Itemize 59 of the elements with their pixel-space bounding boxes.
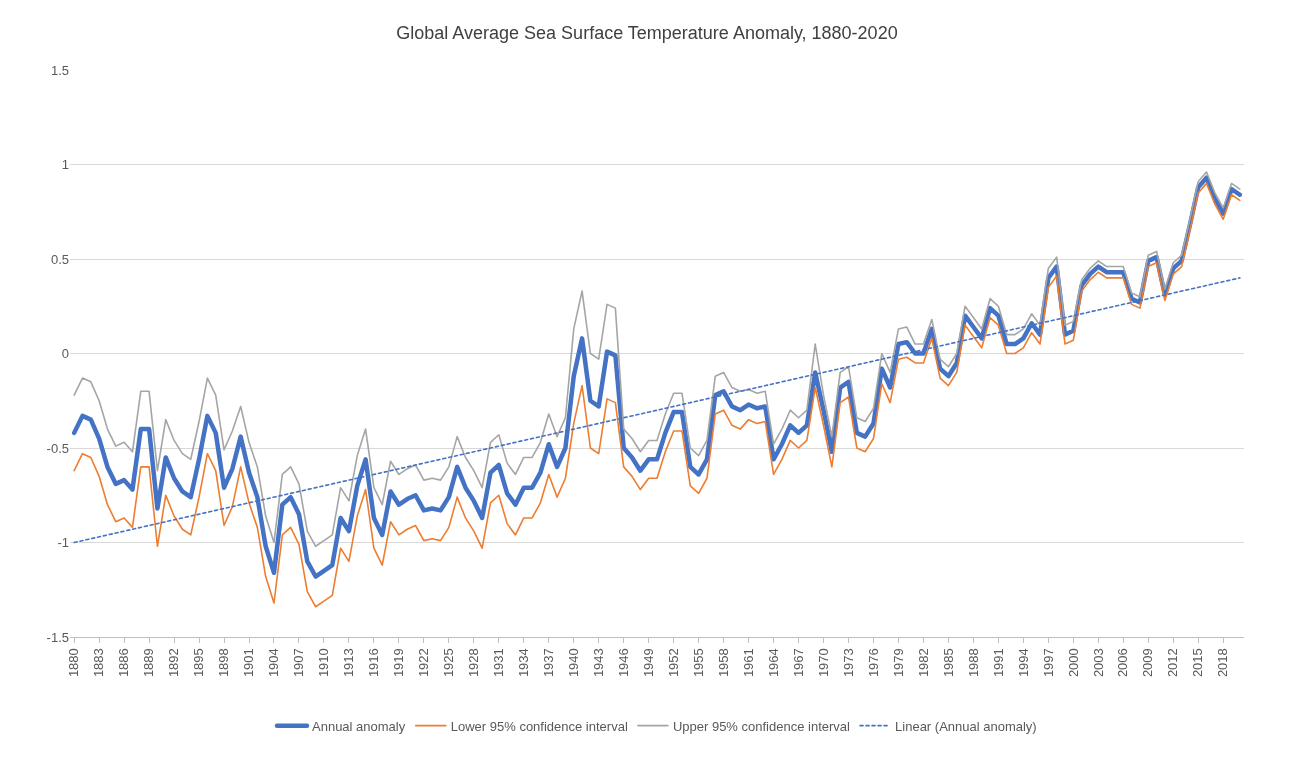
x-tick-label: 1955	[690, 648, 706, 678]
x-tick-label: 1901	[241, 648, 257, 678]
x-tick-label: 1997	[1040, 648, 1056, 678]
x-tick-label: 1916	[366, 648, 382, 678]
x-tick-label: 1991	[990, 648, 1006, 678]
x-tick-label: 1988	[965, 648, 981, 678]
legend-label: Lower 95% confidence interval	[450, 718, 628, 734]
x-tick-label: 1931	[491, 648, 507, 678]
y-tick-label: -0.5	[46, 440, 69, 456]
y-tick-label: -1.5	[46, 629, 69, 645]
x-tick-label: 1982	[915, 648, 931, 678]
x-tick-label: 2003	[1090, 648, 1106, 678]
y-tick-label: 1.5	[50, 62, 69, 78]
x-tick-label: 1973	[840, 648, 856, 678]
x-tick-label: 1910	[316, 648, 332, 678]
x-tick-label: 1928	[466, 648, 482, 678]
x-tick-label: 1964	[765, 648, 781, 678]
x-tick-label: 1985	[940, 648, 956, 678]
x-tick-label: 1880	[66, 648, 82, 678]
x-tick-label: 1967	[790, 648, 806, 678]
x-tick-label: 1934	[516, 648, 532, 678]
x-tick-label: 1895	[191, 648, 207, 678]
x-tick-label: 2006	[1115, 648, 1131, 678]
x-tick-label: 1904	[266, 648, 282, 678]
legend-label: Upper 95% confidence interval	[672, 718, 851, 734]
x-tick-label: 1907	[291, 648, 307, 678]
x-tick-label: 1970	[815, 648, 831, 678]
x-tick-label: 1937	[540, 648, 556, 678]
x-tick-label: 2009	[1140, 648, 1156, 678]
legend-label: Linear (Annual anomaly)	[895, 718, 1037, 734]
x-tick-label: 1925	[441, 648, 457, 678]
x-tick-label: 1994	[1015, 648, 1031, 678]
x-tick-label: 1976	[865, 648, 881, 678]
x-tick-label: 1883	[91, 648, 107, 678]
x-tick-label: 1886	[116, 648, 132, 678]
x-tick-label: 1943	[590, 648, 606, 678]
x-tick-label: 1913	[341, 648, 357, 678]
x-tick-label: 2000	[1065, 648, 1081, 678]
x-tick-label: 1889	[141, 648, 157, 678]
x-tick-label: 1940	[565, 648, 581, 678]
x-tick-label: 2018	[1215, 648, 1231, 678]
x-tick-label: 1952	[665, 648, 681, 678]
chart-title: Global Average Sea Surface Temperature Anomaly, 1880-2020	[396, 23, 898, 44]
x-tick-label: 2015	[1190, 648, 1206, 678]
x-tick-label: 1946	[615, 648, 631, 678]
x-tick-label: 2012	[1165, 648, 1181, 678]
x-tick-label: 1979	[890, 648, 906, 678]
x-tick-label: 1961	[740, 648, 756, 678]
x-tick-label: 1898	[216, 648, 232, 678]
x-tick-label: 1949	[640, 648, 656, 678]
y-tick-label: 1	[61, 157, 69, 173]
y-tick-label: 0.5	[50, 251, 69, 267]
legend-label: Annual anomaly	[312, 718, 406, 734]
x-tick-label: 1919	[391, 648, 407, 678]
y-tick-label: -1	[57, 535, 69, 551]
x-tick-label: 1892	[166, 648, 182, 678]
y-tick-label: 0	[61, 346, 69, 362]
x-tick-label: 1958	[715, 648, 731, 678]
x-tick-label: 1922	[416, 648, 432, 678]
